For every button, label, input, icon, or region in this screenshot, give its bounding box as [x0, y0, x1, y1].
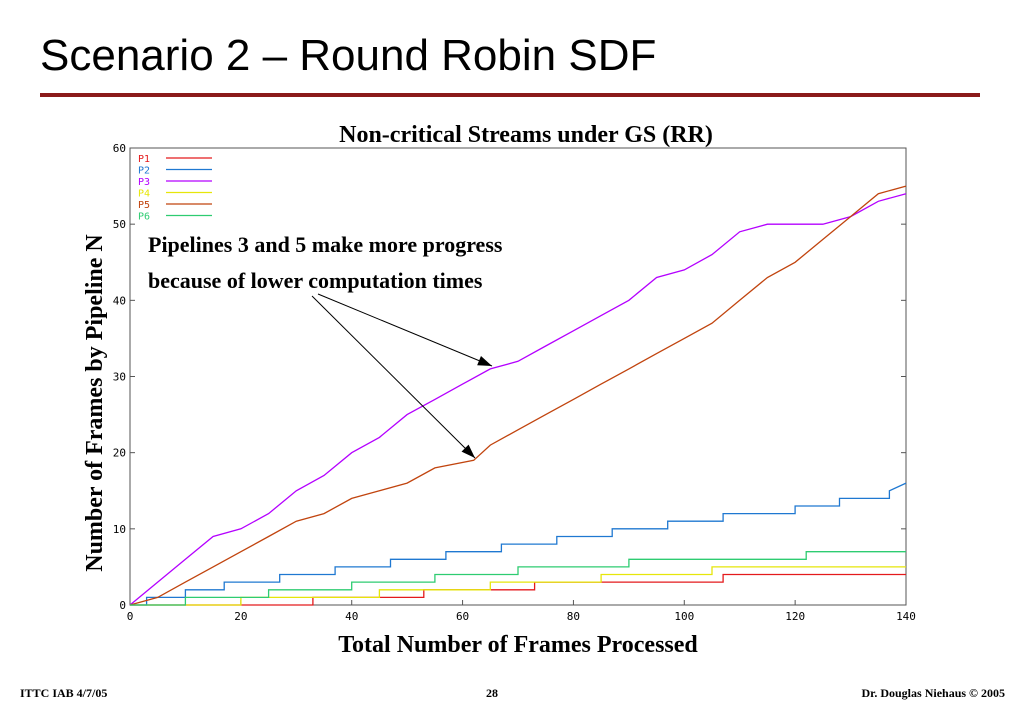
annotation-line-1: Pipelines 3 and 5 make more progress: [148, 232, 503, 257]
slide-title: Scenario 2 – Round Robin SDF: [40, 31, 657, 80]
series-line-p5: [129, 185, 907, 606]
series-line-p6: [130, 551, 906, 606]
chart-title: Non-critical Streams under GS (RR): [339, 122, 713, 148]
x-tick-label: 100: [674, 610, 694, 623]
legend-label-p1: P1: [138, 154, 150, 165]
x-tick-label: 60: [456, 610, 469, 623]
y-tick-label: 20: [113, 447, 126, 460]
page-number: 28: [486, 686, 498, 700]
arrow-to-p3-head: [477, 356, 492, 366]
y-tick-label: 50: [113, 218, 126, 231]
footer-left: ITTC IAB 4/7/05: [20, 686, 108, 700]
legend-label-p4: P4: [138, 189, 150, 200]
x-tick-label: 40: [345, 610, 358, 623]
legend-label-p2: P2: [138, 166, 150, 177]
x-tick-label: 0: [127, 610, 134, 623]
series-line-p3: [129, 193, 907, 606]
y-tick-label: 30: [113, 371, 126, 384]
axis-ticks: 0 20 40 60 80 100 120 140 0 10 20 30 40 50 60: [113, 142, 916, 623]
y-tick-label: 60: [113, 142, 126, 155]
annotation-arrows: [311, 293, 493, 459]
x-axis-label: Total Number of Frames Processed: [338, 632, 698, 658]
arrow-to-p5: [311, 295, 476, 459]
y-axis-label: Number of Frames by Pipeline N: [82, 234, 108, 572]
series-line-p4: [130, 566, 906, 606]
footer-right: Dr. Douglas Niehaus © 2005: [861, 686, 1005, 700]
legend-label-p3: P3: [138, 177, 150, 188]
title-rule: [40, 93, 980, 97]
plot-frame: [129, 147, 907, 606]
series-line-p2: [130, 482, 907, 606]
x-tick-label: 80: [567, 610, 580, 623]
legend-label-p6: P6: [138, 212, 150, 223]
legend-label-p5: P5: [138, 200, 150, 211]
series-layer: [129, 185, 907, 606]
y-tick-label: 40: [113, 294, 126, 307]
y-tick-label: 0: [119, 599, 126, 612]
series-line-p1: [130, 573, 906, 606]
annotation-line-2: because of lower computation times: [148, 268, 483, 293]
y-tick-label: 10: [113, 523, 126, 536]
x-tick-label: 140: [896, 610, 916, 623]
x-tick-label: 120: [785, 610, 805, 623]
x-tick-label: 20: [234, 610, 247, 623]
arrow-to-p3: [317, 293, 493, 367]
arrow-to-p5-head: [461, 444, 475, 458]
